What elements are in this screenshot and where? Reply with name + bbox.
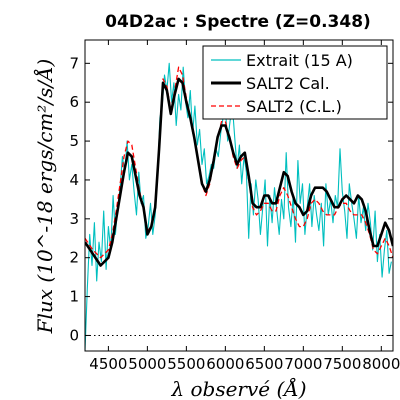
legend: Extrait (15 A) SALT2 Cal. SALT2 (C.L.)	[202, 45, 388, 120]
legend-label-salt2-cl: SALT2 (C.L.)	[246, 97, 342, 116]
y-tick-label-7: 7	[69, 54, 79, 72]
y-ticks: 0 1 2 3 4 5 6 7	[69, 54, 393, 344]
series-line-0	[85, 62, 392, 351]
y-tick-label-2: 2	[69, 249, 79, 267]
x-ticks: 4500 5000 5500 6000 6500 7000 7500 8000	[89, 40, 400, 373]
legend-label-salt2-cal: SALT2 Cal.	[246, 74, 330, 93]
x-tick-label-5000: 5000	[128, 355, 166, 373]
x-tick-label-7000: 7000	[284, 355, 322, 373]
x-tick-label-8000: 8000	[362, 355, 400, 373]
plot-frame	[84, 39, 394, 352]
y-tick-label-3: 3	[69, 210, 79, 228]
y-axis-label: Flux (10^-18 ergs/cm²/s/Å)	[32, 59, 57, 335]
legend-label-extrait: Extrait (15 A)	[246, 51, 353, 70]
y-tick-label-1: 1	[69, 288, 79, 306]
chart-title: 04D2ac : Spectre (Z=0.348)	[105, 12, 371, 32]
x-tick-label-5500: 5500	[167, 355, 205, 373]
y-tick-label-5: 5	[69, 132, 79, 150]
y-tick-label-4: 4	[69, 171, 79, 189]
series-line-1	[85, 77, 393, 267]
y-tick-label-6: 6	[69, 93, 79, 111]
series-layer	[85, 62, 393, 351]
x-tick-label-4500: 4500	[89, 355, 127, 373]
x-tick-label-6500: 6500	[245, 355, 283, 373]
series-line-2	[85, 66, 393, 259]
x-axis-label: λ observé (Å)	[170, 376, 306, 400]
x-tick-label-6000: 6000	[206, 355, 244, 373]
x-tick-label-7500: 7500	[323, 355, 361, 373]
y-tick-label-0: 0	[69, 326, 79, 344]
